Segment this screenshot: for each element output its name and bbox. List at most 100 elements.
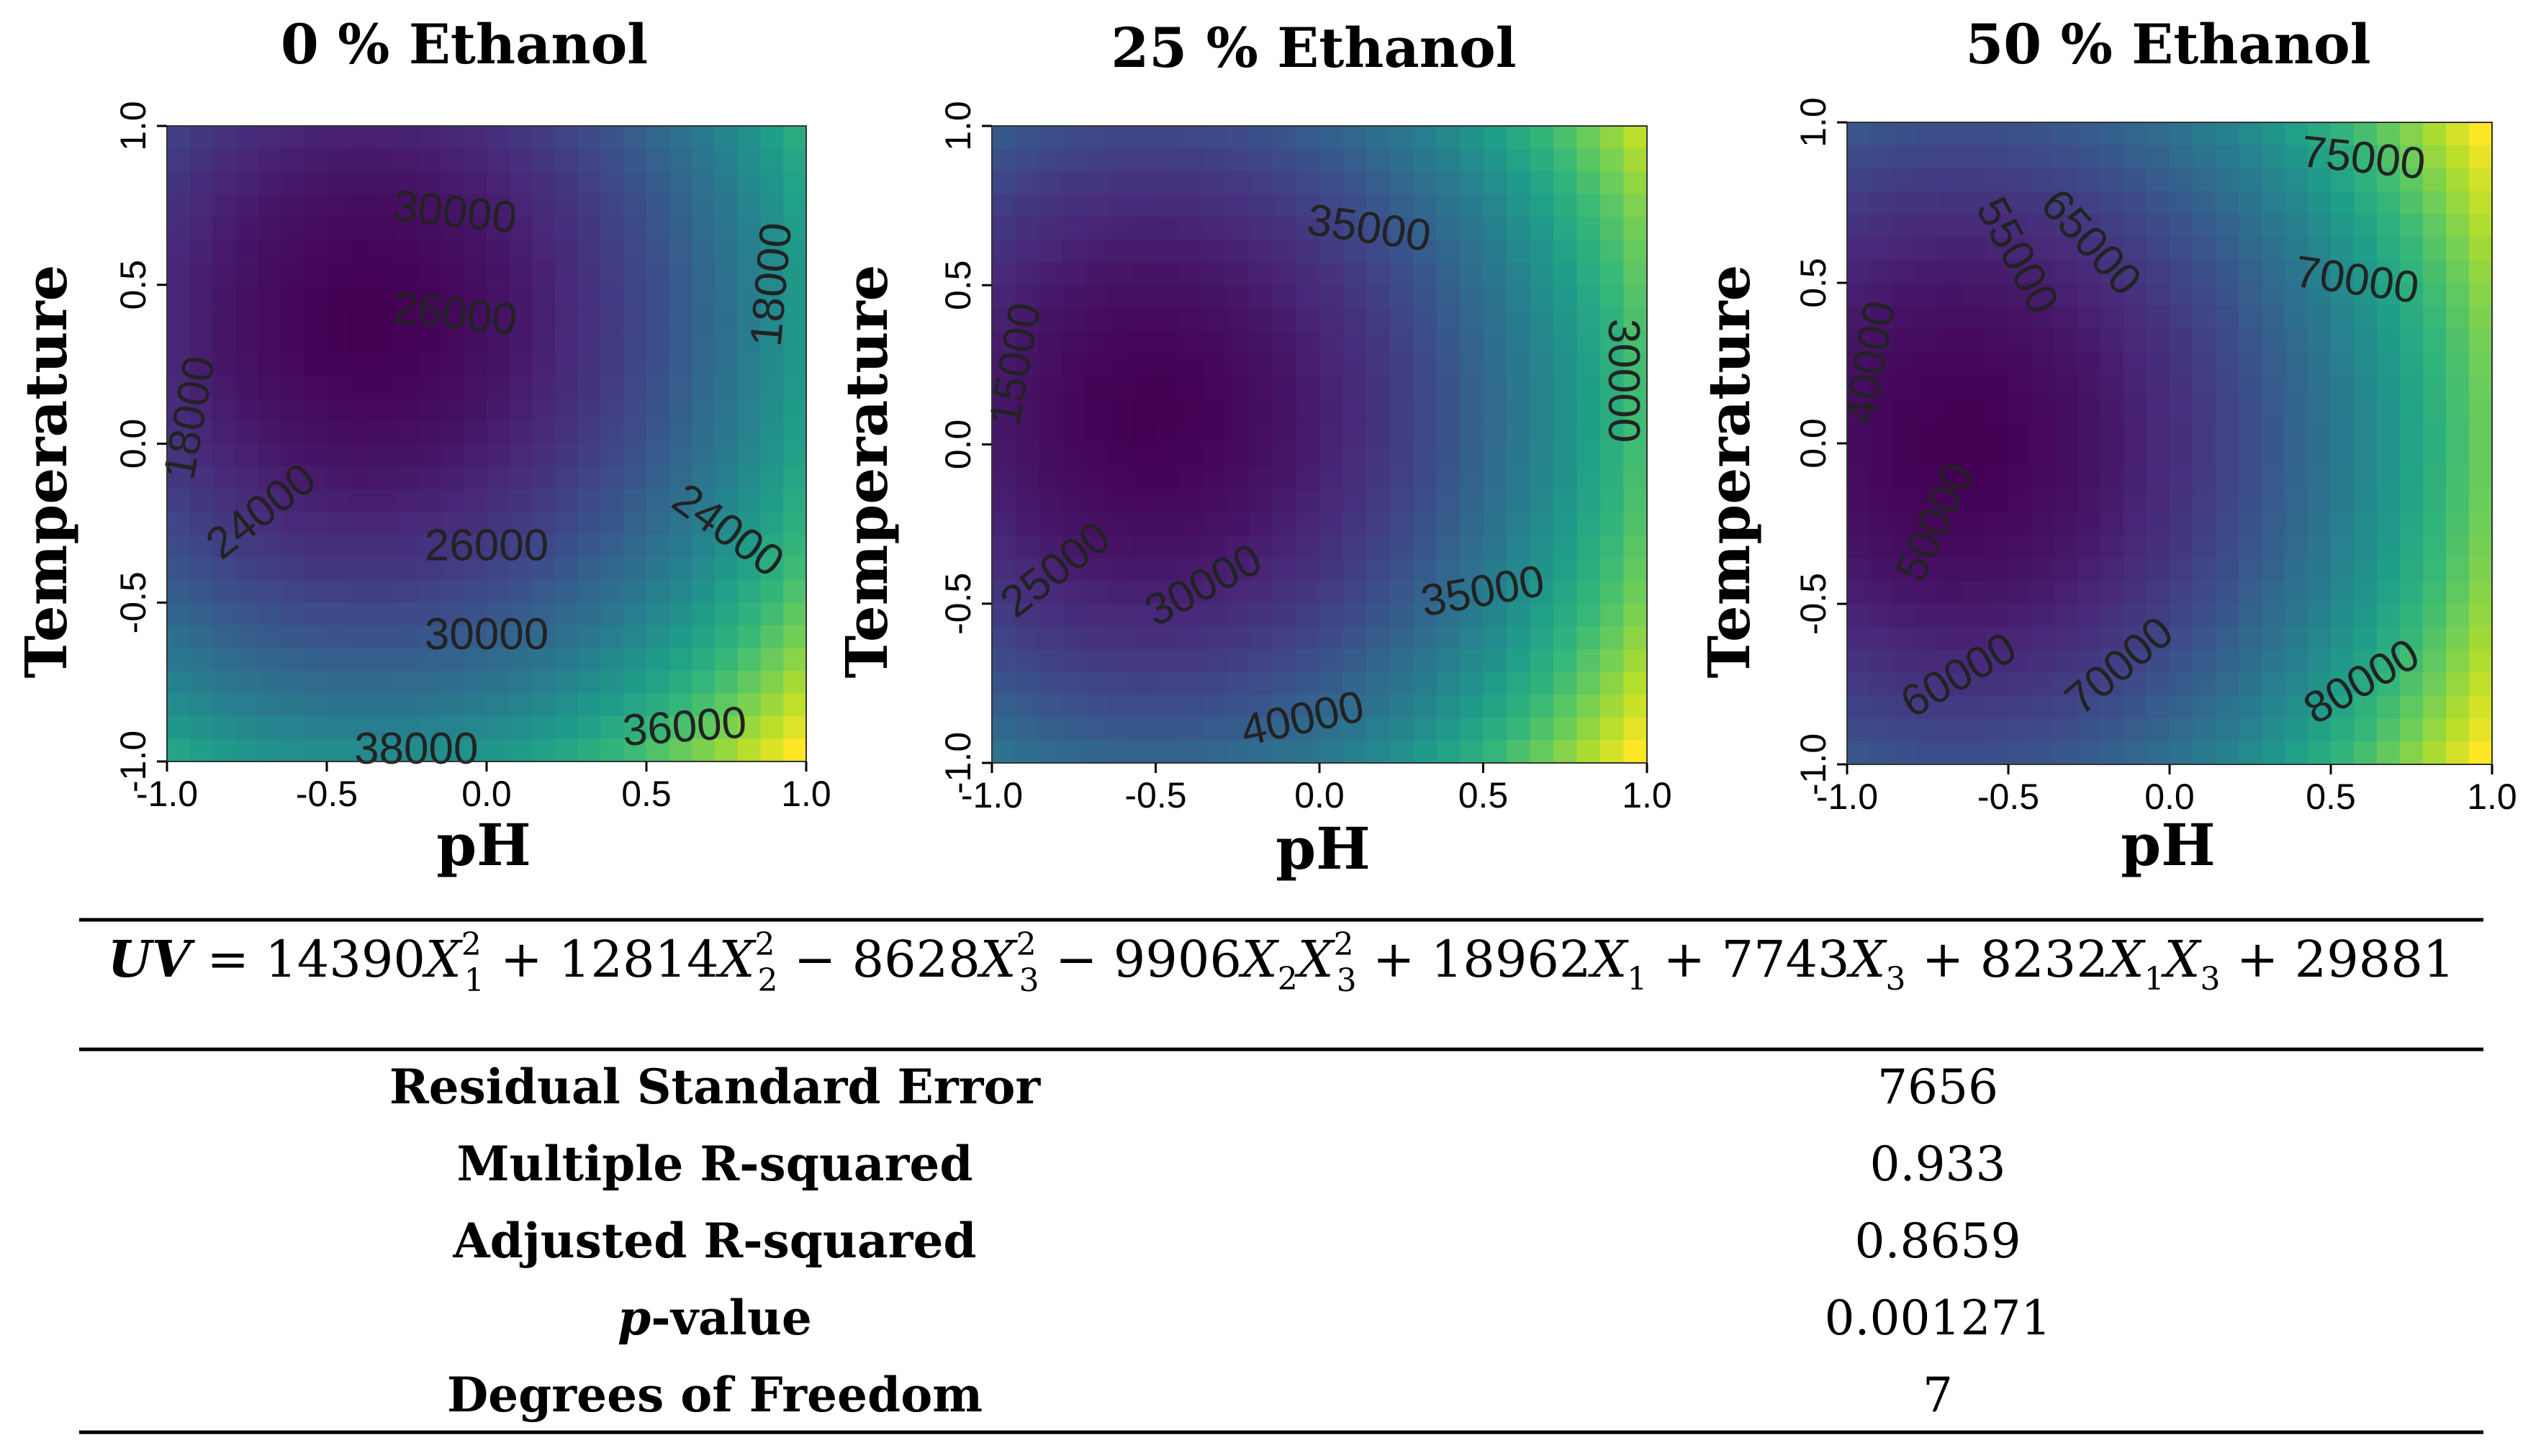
heatmap-cell bbox=[2054, 649, 2078, 674]
heatmap-cell bbox=[464, 217, 487, 240]
heatmap-cell bbox=[258, 398, 282, 422]
heatmap-cell bbox=[2400, 237, 2424, 261]
heatmap-cell bbox=[2331, 489, 2355, 513]
heatmap-cell bbox=[349, 579, 374, 604]
heatmap-cell bbox=[2469, 512, 2493, 536]
heatmap-cell bbox=[1436, 376, 1461, 400]
heatmap-cell bbox=[1460, 535, 1484, 559]
heatmap-cell bbox=[1366, 558, 1391, 582]
heatmap-cell bbox=[1296, 307, 1320, 332]
heatmap-cell bbox=[760, 239, 785, 263]
heatmap-cell bbox=[2239, 672, 2262, 697]
heatmap-cell bbox=[692, 194, 716, 217]
heatmap-cell bbox=[2100, 374, 2124, 399]
heatmap-cell bbox=[1893, 145, 1917, 169]
heatmap-cell bbox=[1179, 353, 1204, 377]
heatmap-cell bbox=[2331, 581, 2355, 605]
heatmap-cell bbox=[509, 693, 533, 717]
heatmap-cell bbox=[1870, 626, 1894, 651]
heatmap-cell bbox=[189, 602, 214, 626]
heatmap-cell bbox=[555, 579, 579, 604]
heatmap-cell bbox=[692, 625, 716, 649]
heatmap-cell bbox=[623, 330, 647, 354]
heatmap-cell bbox=[487, 262, 510, 286]
heatmap-cell bbox=[577, 489, 602, 512]
heatmap-cell bbox=[235, 194, 259, 217]
heatmap-cell bbox=[509, 239, 533, 263]
heatmap-cell bbox=[395, 307, 419, 331]
heatmap-cell bbox=[2054, 512, 2078, 536]
heatmap-cell bbox=[2377, 351, 2401, 376]
heatmap-cell bbox=[2216, 374, 2239, 399]
heatmap-cell bbox=[1413, 717, 1438, 741]
heatmap-cell bbox=[2216, 145, 2239, 169]
heatmap-cell bbox=[2147, 581, 2170, 605]
heatmap-cell bbox=[258, 171, 282, 195]
heatmap-cell bbox=[1962, 168, 1986, 192]
heatmap-cell bbox=[2331, 283, 2355, 307]
heatmap-cell bbox=[2170, 741, 2193, 765]
heatmap-cell bbox=[1623, 558, 1648, 582]
heatmap-cell bbox=[1226, 285, 1250, 309]
heatmap-cell bbox=[2469, 191, 2493, 215]
heatmap-cell bbox=[2077, 649, 2101, 674]
heatmap-cell bbox=[189, 217, 214, 240]
heatmap-cell bbox=[487, 307, 510, 331]
heatmap-cell bbox=[1109, 307, 1133, 332]
heatmap-cell bbox=[212, 512, 236, 535]
heatmap-cell bbox=[1179, 217, 1204, 240]
heatmap-cell bbox=[2193, 695, 2216, 720]
heatmap-cell bbox=[1366, 353, 1391, 377]
heatmap-cell bbox=[1576, 194, 1601, 218]
heatmap-cell bbox=[2469, 397, 2493, 421]
heatmap-cell bbox=[1436, 648, 1461, 673]
heatmap-cell bbox=[2077, 191, 2101, 215]
heatmap-cell bbox=[258, 330, 282, 354]
heatmap-cell bbox=[1086, 512, 1110, 536]
heatmap-cell bbox=[646, 738, 670, 762]
heatmap-cell bbox=[1155, 672, 1180, 695]
heatmap-cell bbox=[577, 148, 602, 172]
heatmap-cell bbox=[783, 217, 807, 240]
heatmap-cell bbox=[1039, 717, 1063, 741]
heatmap-cell bbox=[555, 126, 579, 150]
heatmap-cell bbox=[2054, 420, 2078, 444]
equation-coefficient: 14390 bbox=[265, 930, 425, 989]
heatmap-cell bbox=[1600, 489, 1625, 514]
heatmap-cell bbox=[509, 738, 533, 762]
heatmap-cell bbox=[1962, 626, 1986, 651]
heatmap-cell bbox=[1576, 489, 1601, 514]
heatmap-cell bbox=[2400, 260, 2424, 284]
heatmap-cell bbox=[281, 217, 305, 240]
heatmap-cell bbox=[1249, 740, 1273, 764]
heatmap-cell bbox=[1916, 237, 1940, 261]
heatmap-cell bbox=[1319, 489, 1344, 514]
heatmap-cell bbox=[1623, 695, 1648, 718]
heatmap-cell bbox=[2147, 535, 2170, 559]
heatmap-cell bbox=[992, 695, 1016, 718]
heatmap-cell bbox=[1342, 240, 1367, 263]
x-tick-label: 0.5 bbox=[621, 774, 672, 814]
heatmap-cell bbox=[1179, 603, 1204, 628]
heatmap-cell bbox=[1985, 649, 2009, 674]
heatmap-cell bbox=[2423, 718, 2447, 742]
heatmap-cell bbox=[2262, 122, 2285, 146]
heatmap-cell bbox=[737, 602, 762, 626]
heatmap-cell bbox=[1870, 420, 1894, 444]
heatmap-cell bbox=[2077, 626, 2101, 651]
heatmap-cell bbox=[2193, 168, 2216, 192]
heatmap-cell bbox=[1847, 672, 1871, 697]
heatmap-cell bbox=[692, 330, 716, 354]
heatmap-cell bbox=[2123, 283, 2147, 307]
heatmap-cell bbox=[2147, 191, 2170, 215]
heatmap-cell bbox=[2239, 328, 2262, 353]
heatmap-cell bbox=[2008, 328, 2032, 353]
heatmap-cell bbox=[1202, 581, 1227, 605]
heatmap-cell bbox=[304, 126, 328, 150]
heatmap-cell bbox=[1985, 512, 2009, 536]
heatmap-cell bbox=[1389, 695, 1414, 718]
heatmap-cell bbox=[2193, 260, 2216, 284]
heatmap-cell bbox=[349, 194, 374, 217]
heatmap-cell bbox=[2308, 191, 2332, 215]
heatmap-cell bbox=[1202, 376, 1227, 400]
